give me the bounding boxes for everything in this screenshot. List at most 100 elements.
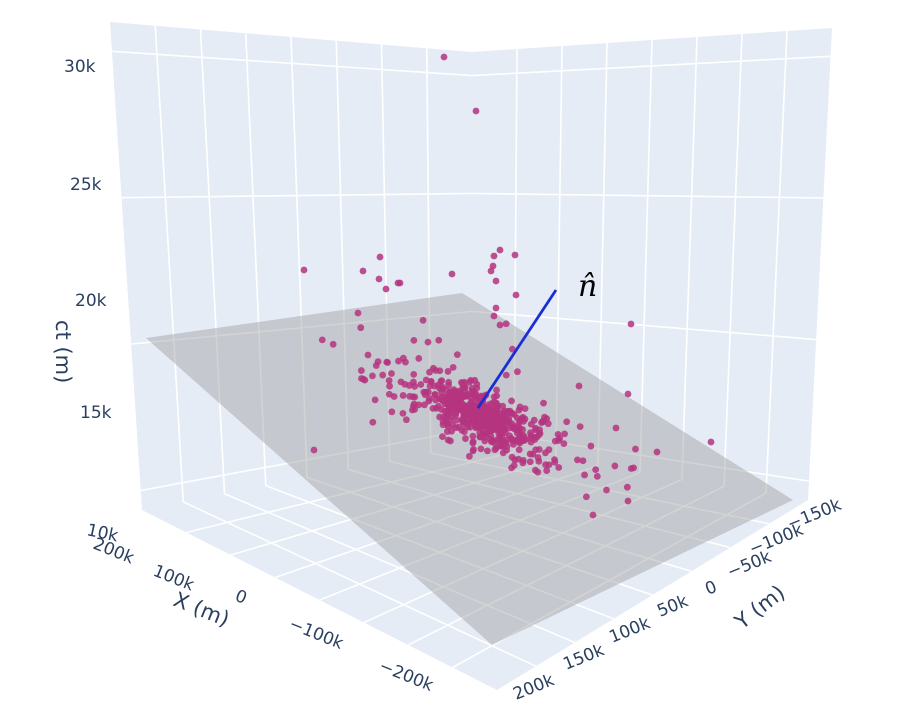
data-point [411, 382, 419, 390]
data-point [543, 467, 551, 474]
grid-line [199, 29, 226, 494]
data-point [516, 425, 524, 432]
data-point [576, 423, 584, 431]
data-point [459, 379, 466, 387]
data-point [593, 472, 601, 480]
data-point [510, 462, 518, 469]
grid-line [513, 48, 518, 452]
data-point [435, 336, 443, 344]
data-point [411, 393, 419, 401]
data-point [375, 275, 383, 283]
data-point [438, 383, 446, 391]
z-tick-label: 20k [75, 291, 107, 311]
data-point [476, 415, 484, 423]
data-point [535, 431, 543, 439]
data-point [369, 418, 377, 426]
axis-panes [110, 22, 832, 690]
data-point [653, 448, 661, 456]
data-point [399, 392, 407, 399]
data-point [452, 416, 460, 424]
data-point [396, 279, 404, 287]
data-point [497, 409, 505, 417]
data-point [515, 446, 523, 454]
data-point [374, 358, 382, 366]
data-point [466, 378, 473, 386]
data-point [502, 371, 510, 379]
data-point [542, 449, 549, 457]
data-point [534, 454, 542, 461]
grid-line [154, 25, 185, 502]
x-tick-label: 0 [232, 586, 250, 609]
data-point [472, 107, 480, 115]
data-point [406, 392, 414, 400]
data-point [385, 377, 393, 384]
data-point [530, 416, 538, 424]
x-tick-label: 100k [150, 561, 197, 595]
data-point [534, 468, 542, 476]
x-axis-title: X (m) [170, 587, 233, 631]
data-point [410, 336, 418, 344]
data-point [429, 364, 437, 372]
grid-line [723, 33, 743, 487]
data-point [462, 435, 469, 442]
data-point [482, 423, 490, 431]
data-point [519, 415, 527, 422]
data-point [371, 396, 379, 404]
data-point [436, 367, 444, 375]
data-point [444, 393, 452, 401]
data-point [491, 412, 499, 419]
data-point [514, 368, 521, 376]
data-point [514, 436, 522, 444]
data-point [623, 483, 631, 491]
x-tick-label: −100k [286, 614, 346, 654]
floor-pane [142, 445, 808, 690]
data-point [491, 421, 499, 429]
data-point [551, 437, 559, 445]
grid-line [639, 39, 653, 473]
data-point [386, 382, 393, 390]
data-point [512, 291, 520, 299]
data-point [502, 320, 510, 328]
data-point [499, 449, 507, 457]
data-point [421, 401, 428, 409]
data-point [508, 397, 515, 405]
data-point [424, 388, 432, 396]
z-tick-label: 30k [64, 57, 96, 77]
data-point [410, 371, 418, 378]
data-point [445, 378, 453, 386]
data-point [402, 358, 409, 366]
data-point [439, 433, 446, 441]
grid-line [555, 45, 563, 459]
data-point [417, 381, 425, 388]
data-point [493, 386, 500, 394]
data-point [630, 464, 638, 472]
data-point [575, 382, 583, 390]
data-point [473, 380, 481, 388]
data-point [492, 277, 500, 285]
data-point [451, 391, 459, 398]
data-point [555, 464, 563, 471]
data-point [544, 420, 552, 428]
data-point [376, 253, 384, 261]
data-point [482, 414, 490, 422]
data-point [388, 408, 396, 416]
z-axis-ticks: 30k 25k 20k 15k 10k [64, 57, 120, 546]
data-point [415, 401, 423, 409]
data-point [498, 442, 506, 450]
data-point [485, 404, 493, 412]
data-point [493, 392, 501, 400]
data-point [504, 409, 512, 416]
grid-lines [111, 25, 831, 669]
data-point [447, 437, 454, 445]
data-point [453, 351, 461, 359]
data-point [603, 486, 610, 494]
data-point [527, 432, 535, 439]
normal-vector-line [476, 289, 558, 409]
grid-line [430, 452, 770, 525]
data-point [415, 355, 423, 362]
data-point [480, 430, 488, 438]
fitted-plane [146, 293, 793, 645]
data-point [624, 497, 632, 505]
grid-line [335, 40, 350, 470]
